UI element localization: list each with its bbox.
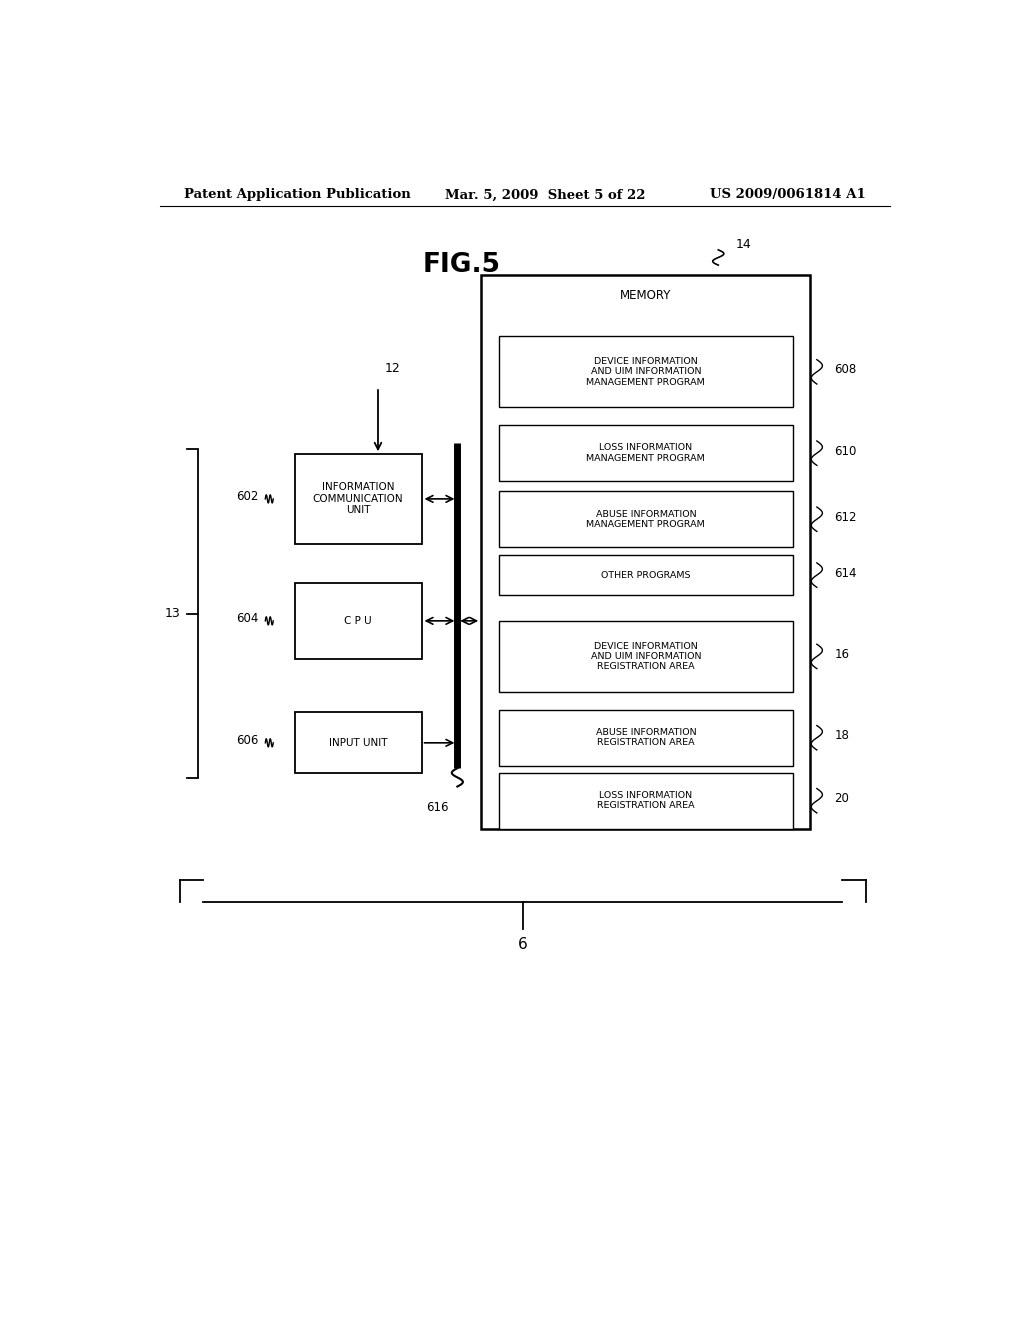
FancyBboxPatch shape <box>499 337 793 408</box>
Text: 16: 16 <box>835 648 849 661</box>
Text: INPUT UNIT: INPUT UNIT <box>329 738 387 748</box>
Text: 13: 13 <box>165 607 180 620</box>
Text: 12: 12 <box>384 362 400 375</box>
Text: Mar. 5, 2009  Sheet 5 of 22: Mar. 5, 2009 Sheet 5 of 22 <box>445 189 646 202</box>
FancyBboxPatch shape <box>295 713 422 774</box>
Text: 602: 602 <box>237 490 259 503</box>
Text: 14: 14 <box>735 239 752 251</box>
FancyBboxPatch shape <box>481 276 811 829</box>
Text: 18: 18 <box>835 729 849 742</box>
Text: 6: 6 <box>518 937 527 952</box>
Text: 610: 610 <box>835 445 857 458</box>
FancyBboxPatch shape <box>499 554 793 595</box>
Text: 606: 606 <box>237 734 259 747</box>
Text: LOSS INFORMATION
MANAGEMENT PROGRAM: LOSS INFORMATION MANAGEMENT PROGRAM <box>587 444 706 463</box>
Text: 616: 616 <box>426 801 449 813</box>
FancyBboxPatch shape <box>499 772 793 829</box>
Text: ABUSE INFORMATION
REGISTRATION AREA: ABUSE INFORMATION REGISTRATION AREA <box>596 729 696 747</box>
FancyBboxPatch shape <box>499 491 793 548</box>
Text: 612: 612 <box>835 511 857 524</box>
Text: MEMORY: MEMORY <box>621 289 672 302</box>
Text: DEVICE INFORMATION
AND UIM INFORMATION
MANAGEMENT PROGRAM: DEVICE INFORMATION AND UIM INFORMATION M… <box>587 356 706 387</box>
Text: DEVICE INFORMATION
AND UIM INFORMATION
REGISTRATION AREA: DEVICE INFORMATION AND UIM INFORMATION R… <box>591 642 701 672</box>
FancyBboxPatch shape <box>295 582 422 659</box>
Text: 604: 604 <box>237 612 259 626</box>
Text: OTHER PROGRAMS: OTHER PROGRAMS <box>601 570 690 579</box>
FancyBboxPatch shape <box>295 454 422 544</box>
Text: LOSS INFORMATION
REGISTRATION AREA: LOSS INFORMATION REGISTRATION AREA <box>597 791 694 810</box>
Text: Patent Application Publication: Patent Application Publication <box>183 189 411 202</box>
Text: INFORMATION
COMMUNICATION
UNIT: INFORMATION COMMUNICATION UNIT <box>312 482 403 516</box>
FancyBboxPatch shape <box>499 425 793 480</box>
Text: 20: 20 <box>835 792 849 805</box>
Text: FIG.5: FIG.5 <box>422 252 501 279</box>
FancyBboxPatch shape <box>499 710 793 766</box>
Text: C P U: C P U <box>344 616 372 626</box>
Text: 608: 608 <box>835 363 856 376</box>
Text: US 2009/0061814 A1: US 2009/0061814 A1 <box>711 189 866 202</box>
Text: ABUSE INFORMATION
MANAGEMENT PROGRAM: ABUSE INFORMATION MANAGEMENT PROGRAM <box>587 510 706 529</box>
Text: 614: 614 <box>835 566 857 579</box>
FancyBboxPatch shape <box>499 620 793 692</box>
